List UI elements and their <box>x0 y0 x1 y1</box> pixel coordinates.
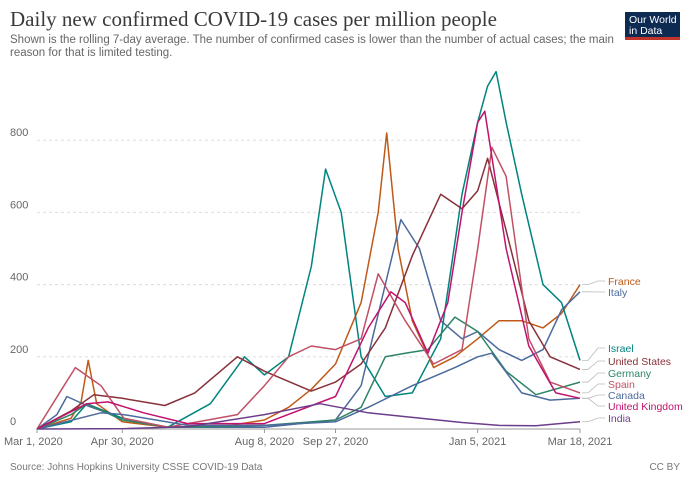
series-line-india[interactable] <box>36 402 581 430</box>
legend-label-italy[interactable]: Italy <box>608 287 628 299</box>
legend-connector <box>582 280 605 286</box>
gridlines <box>37 139 580 430</box>
legend-connector <box>582 397 605 407</box>
series-line-italy[interactable] <box>36 218 581 430</box>
chart-subtitle: Shown is the rolling 7-day average. The … <box>10 34 614 59</box>
legend-connector <box>582 383 605 394</box>
y-tick-label: 600 <box>10 199 28 211</box>
legend-label-spain[interactable]: Spain <box>608 379 635 391</box>
y-tick-label: 200 <box>10 344 28 356</box>
y-tick-label: 400 <box>10 272 28 284</box>
legend-label-united-kingdom[interactable]: United Kingdom <box>608 401 683 413</box>
logo-line-2: in Data <box>629 25 663 37</box>
series-line-germany[interactable] <box>36 316 581 430</box>
legend-connector <box>582 372 605 383</box>
source-note: Source: Johns Hopkins University CSSE CO… <box>10 462 263 473</box>
axis-labels: 0 200 400 600 800 Mar 1, 2020 Apr 30, 2020 Aug … <box>4 127 612 448</box>
x-tick-label: Aug 8, 2020 <box>235 436 294 448</box>
series-line-united-kingdom[interactable] <box>36 110 581 430</box>
legend-connector <box>582 394 605 399</box>
y-tick-label: 800 <box>10 127 28 139</box>
x-tick-label: Jan 5, 2021 <box>449 436 507 448</box>
legend-label-israel[interactable]: Israel <box>608 343 634 355</box>
x-tick-label: Apr 30, 2020 <box>91 436 154 448</box>
legend-label-france[interactable]: France <box>608 276 641 288</box>
legend-connector <box>582 347 605 361</box>
chart-title: Daily new confirmed COVID-19 cases per m… <box>10 7 497 31</box>
x-tick-label: Sep 27, 2020 <box>303 436 368 448</box>
series-line-israel[interactable] <box>36 70 581 430</box>
series-line-canada[interactable] <box>36 352 581 430</box>
x-tick-label: Mar 1, 2020 <box>4 436 63 448</box>
license-link[interactable]: CC BY <box>649 462 680 473</box>
series-lines <box>36 70 581 430</box>
series-line-france[interactable] <box>36 132 581 430</box>
legend-label-india[interactable]: India <box>608 413 631 425</box>
legend-connector <box>582 417 605 423</box>
owid-logo[interactable]: Our World in Data <box>625 12 680 40</box>
series-line-spain[interactable] <box>36 146 581 430</box>
legend-connector <box>582 360 605 370</box>
legend-label-united-states[interactable]: United States <box>608 356 671 368</box>
legend-label-canada[interactable]: Canada <box>608 390 645 402</box>
legend-label-germany[interactable]: Germany <box>608 368 652 380</box>
y-tick-label: 0 <box>10 416 16 428</box>
x-tick-label: Mar 18, 2021 <box>548 436 613 448</box>
logo-line-1: Our World <box>629 14 677 26</box>
